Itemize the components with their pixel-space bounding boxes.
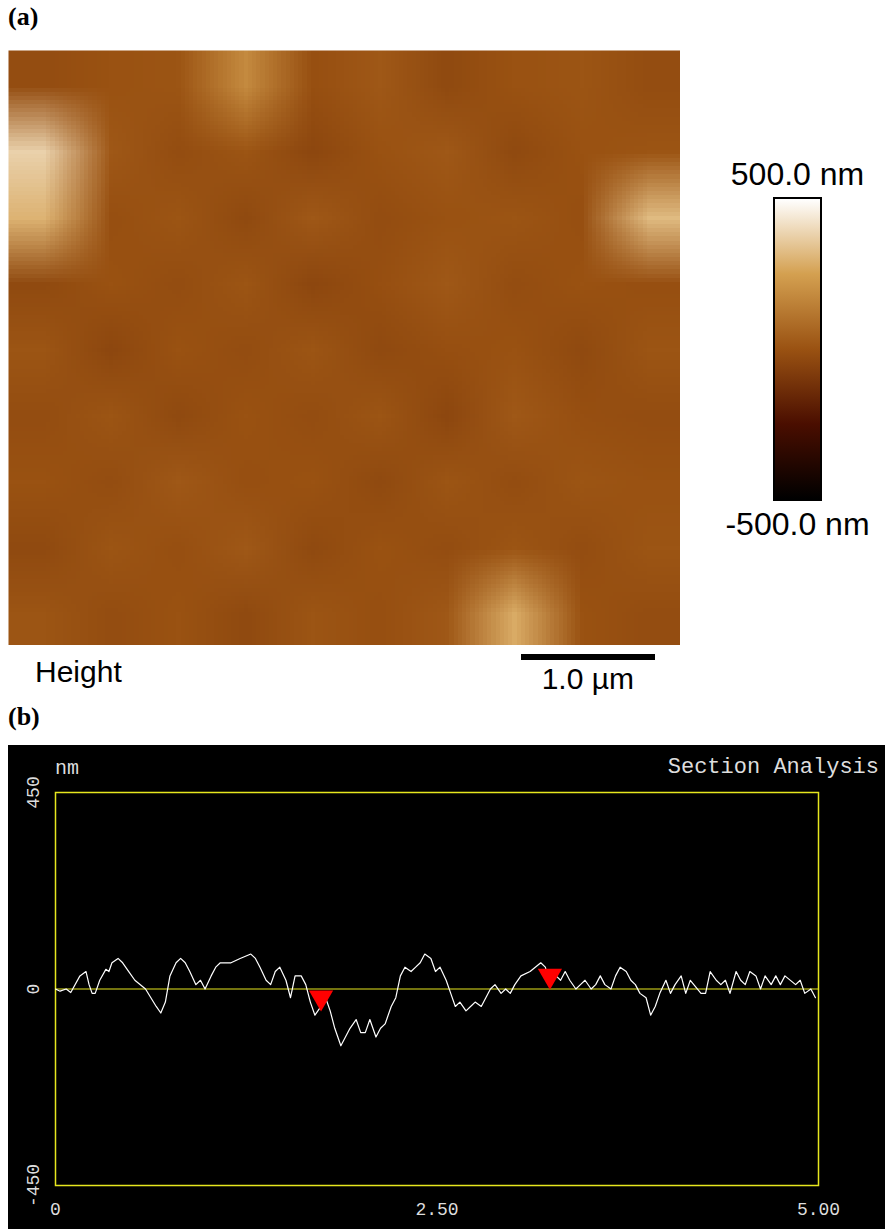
- svg-text:0: 0: [50, 1200, 61, 1220]
- html-text:Height: Height: [35, 655, 122, 688]
- html-text:(b): (b): [8, 702, 40, 731]
- html-text:500.0 nm: 500.0 nm: [730, 156, 865, 192]
- html-text:-500.0 nm: -500.0 nm: [725, 506, 870, 542]
- svg-text:0: 0: [24, 984, 44, 995]
- svg-text:5.00: 5.00: [797, 1200, 840, 1220]
- svg-text:-450: -450: [24, 1164, 44, 1207]
- html-text:1.0 µm: 1.0 µm: [541, 662, 634, 695]
- html-text:Section Analysis: Section Analysis: [667, 755, 879, 780]
- html-text:(a): (a): [8, 2, 39, 31]
- svg-text:450: 450: [24, 776, 44, 808]
- svg-text:2.50: 2.50: [415, 1200, 458, 1220]
- html-text:nm: nm: [55, 757, 79, 780]
